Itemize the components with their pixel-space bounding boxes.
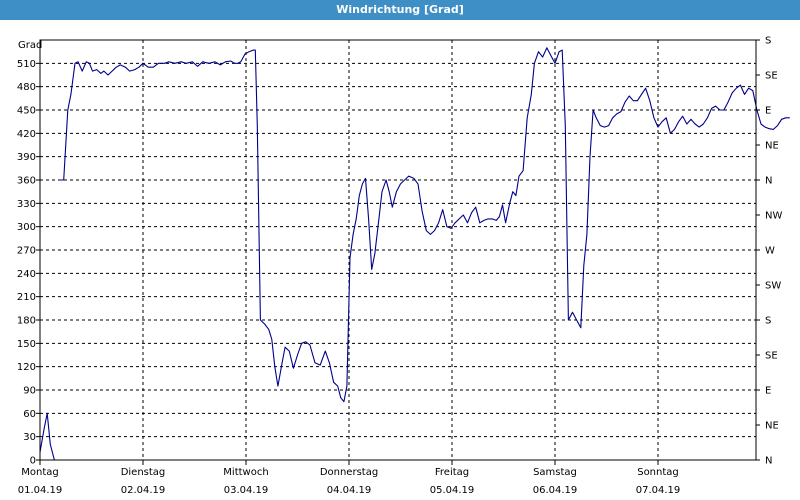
x-tick-day: Sonntag: [637, 467, 679, 478]
y-tick-label: 360: [17, 176, 36, 187]
y2-tick-label: W: [765, 246, 775, 257]
y2-tick-label: S: [765, 316, 771, 327]
y2-tick-label: E: [765, 386, 771, 397]
y-tick-label: 240: [17, 269, 36, 280]
y2-tick-label: SE: [765, 71, 778, 82]
y-tick-label: 90: [23, 386, 36, 397]
y2-tick-label: SE: [765, 351, 778, 362]
x-tick-date: 01.04.19: [18, 485, 63, 496]
y-tick-label: 480: [17, 82, 36, 93]
y-tick-label: 390: [17, 152, 36, 163]
y-tick-label: 450: [17, 106, 36, 117]
y-tick-label: 180: [17, 316, 36, 327]
x-tick-day: Montag: [21, 467, 58, 478]
x-tick-date: 02.04.19: [121, 485, 166, 496]
y2-tick-label: SW: [765, 281, 781, 292]
y-axis-label: Grad: [18, 40, 42, 51]
y-tick-label: 510: [17, 59, 36, 70]
y2-tick-label: NW: [765, 211, 782, 222]
y-tick-label: 210: [17, 292, 36, 303]
y-tick-label: 330: [17, 199, 36, 210]
y-tick-label: 270: [17, 246, 36, 257]
x-tick-day: Freitag: [435, 467, 469, 478]
y2-tick-label: NE: [765, 141, 779, 152]
y2-tick-label: S: [765, 36, 771, 47]
series-line: [59, 47, 790, 403]
grid-lines: [40, 40, 756, 460]
x-tick-date: 05.04.19: [430, 485, 475, 496]
y2-tick-label: N: [765, 176, 772, 187]
y-tick-label: 420: [17, 129, 36, 140]
x-axis: Montag 01.04.19 Dienstag 02.04.19 Mittwoch 03…: [18, 460, 681, 496]
y-tick-label: 300: [17, 222, 36, 233]
series-group: [39, 47, 790, 461]
x-tick-day: Donnerstag: [320, 467, 378, 478]
x-tick-day: Mittwoch: [223, 467, 268, 478]
y-tick-label: 120: [17, 362, 36, 373]
series-line: [39, 412, 55, 461]
y-axis-right: N NE E SE S SW W NW N NE E SE S: [756, 36, 782, 467]
x-tick-date: 04.04.19: [327, 485, 372, 496]
y-tick-label: 150: [17, 339, 36, 350]
window-title: Windrichtung [Grad]: [0, 0, 800, 20]
plot-area: [39, 39, 757, 461]
x-tick-date: 03.04.19: [224, 485, 269, 496]
x-tick-day: Dienstag: [121, 467, 166, 478]
y2-tick-label: NE: [765, 421, 779, 432]
y-axis-left: 0 30 60 90 120 150 180 210 240 270 300 330 360 390 420…: [17, 59, 40, 467]
y-tick-label: 0: [30, 456, 36, 467]
x-tick-day: Samstag: [533, 467, 577, 478]
x-tick-date: 06.04.19: [533, 485, 578, 496]
y-tick-label: 60: [23, 409, 36, 420]
y2-tick-label: E: [765, 106, 771, 117]
y-tick-label: 30: [23, 432, 36, 443]
x-tick-date: 07.04.19: [636, 485, 681, 496]
y2-tick-label: N: [765, 456, 772, 467]
